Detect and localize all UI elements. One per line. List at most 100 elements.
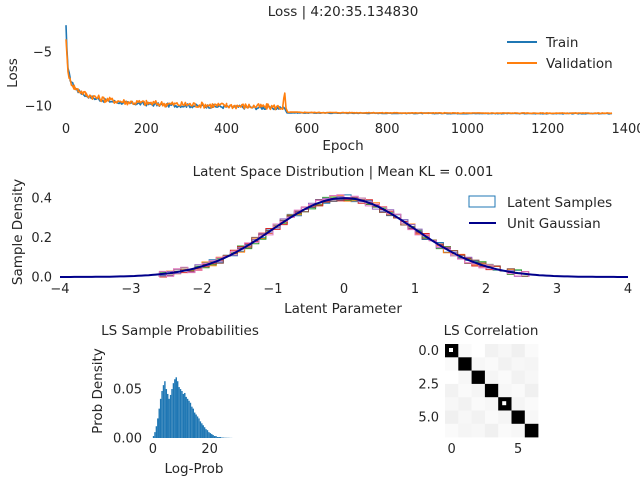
histogram-bar <box>198 418 200 438</box>
histogram-bar <box>162 385 165 438</box>
heatmap-cell <box>445 357 459 371</box>
histogram-bar <box>213 436 216 438</box>
chart-title: Loss | 4:20:35.134830 <box>268 4 419 20</box>
heatmap-cell <box>524 383 539 398</box>
histogram-bar <box>152 436 155 438</box>
y-tick-label: 0.0 <box>418 344 439 359</box>
heatmap-cell <box>511 344 526 358</box>
loss-chart: Loss | 4:20:35.134830 Loss Epoch 0 200 400… <box>5 4 640 154</box>
heatmap-cell <box>445 423 459 438</box>
histogram-bar <box>206 430 209 438</box>
x-tick-label: 2 <box>482 282 490 297</box>
heatmap-cell <box>484 370 499 385</box>
tick-labels: 0 5 0.0 2.5 5.0 <box>418 344 522 457</box>
heatmap-cell <box>524 423 539 438</box>
y-axis-label: Loss <box>5 58 21 88</box>
tick-labels: −4 −3 −2 −1 0 1 2 3 4 0.0 0.2 0.4 <box>31 191 632 297</box>
correlation-heatmap: LS Correlation 0 5 0.0 2.5 5.0 <box>418 323 538 457</box>
x-tick-label: −2 <box>192 282 211 297</box>
histogram-bar <box>169 394 172 438</box>
heatmap-cell <box>524 344 539 358</box>
histogram-bar <box>192 408 194 438</box>
x-tick-label: 600 <box>294 122 319 137</box>
histogram-bar <box>194 412 196 438</box>
histogram-bar <box>211 434 213 438</box>
heatmap-cells <box>445 344 539 438</box>
legend: Latent Samples Unit Gaussian <box>468 195 612 232</box>
y-tick-label: −5 <box>33 46 52 61</box>
heatmap-cell <box>471 397 486 411</box>
x-tick-label: 3 <box>553 282 561 297</box>
heatmap-cell <box>458 410 472 425</box>
heatmap-cell <box>524 410 539 425</box>
histogram-bar <box>172 383 175 438</box>
gaussian-curve <box>60 197 628 278</box>
histogram-bar <box>219 437 221 438</box>
x-tick-label: 0 <box>149 442 157 457</box>
heatmap-cell <box>484 410 499 425</box>
heatmap-cell <box>484 344 499 358</box>
histogram-bar <box>216 437 219 438</box>
legend-label-validation: Validation <box>546 56 613 72</box>
x-tick-label: 1400 <box>611 122 640 137</box>
sample-probabilities-chart: LS Sample Probabilities Prob Density Log… <box>90 323 259 477</box>
legend-swatch-latent-samples <box>468 195 496 208</box>
heatmap-cell <box>511 370 526 385</box>
heatmap-cell-detail <box>502 401 507 406</box>
heatmap-cell <box>484 383 499 398</box>
histogram-bar <box>199 421 202 438</box>
y-tick-label: 0.00 <box>113 432 142 447</box>
histogram-bar <box>165 389 168 438</box>
histogram-bar <box>185 396 187 438</box>
x-tick-label: 0 <box>340 282 348 297</box>
latent-histograms <box>158 194 530 278</box>
histogram-bar <box>209 433 212 438</box>
tick-labels: 0 20 0.00 0.05 <box>113 383 218 457</box>
y-tick-label: 0.0 <box>31 271 52 286</box>
legend-label-latent-samples: Latent Samples <box>507 195 612 211</box>
histogram-bar <box>195 414 197 438</box>
y-tick-label: 5.0 <box>418 411 439 426</box>
histogram-bar <box>202 425 204 438</box>
heatmap-cell <box>471 383 486 398</box>
series-line-train <box>65 25 613 115</box>
heatmap-cell <box>524 370 539 385</box>
y-tick-label: −10 <box>25 100 52 115</box>
y-axis-label: Prob Density <box>90 348 106 434</box>
histogram-bar <box>181 391 183 438</box>
heatmap-cell <box>498 383 512 398</box>
heatmap-cell <box>458 383 472 398</box>
histogram-bar <box>159 398 162 438</box>
histogram-bar <box>188 400 190 438</box>
heatmap-cell <box>524 357 539 371</box>
x-tick-label: 1200 <box>531 122 564 137</box>
heatmap-cell <box>445 397 459 411</box>
heatmap-cell <box>458 423 472 438</box>
heatmap-cell <box>471 357 486 371</box>
histogram-bars <box>152 377 233 438</box>
histogram-bar <box>154 432 156 438</box>
x-tick-label: 200 <box>134 122 159 137</box>
histogram-bar <box>184 392 186 438</box>
histogram-bar <box>201 423 203 438</box>
y-tick-label: 0.05 <box>113 383 142 398</box>
series-lines <box>65 25 613 115</box>
heatmap-cell <box>498 344 512 358</box>
heatmap-cell <box>511 423 526 438</box>
histogram-bar <box>189 402 192 438</box>
y-tick-label: 2.5 <box>418 377 439 392</box>
histogram-bar <box>208 432 210 438</box>
histogram-bar <box>196 416 199 438</box>
x-tick-label: −3 <box>121 282 140 297</box>
histogram-bar <box>179 389 182 438</box>
histogram-bar <box>182 393 185 438</box>
heatmap-cell <box>498 357 512 371</box>
chart-title: LS Sample Probabilities <box>101 323 259 339</box>
heatmap-cell <box>458 370 472 385</box>
x-tick-label: 1 <box>411 282 419 297</box>
x-tick-label: −1 <box>263 282 282 297</box>
heatmap-cell <box>471 410 486 425</box>
legend: Train Validation <box>507 35 613 72</box>
x-axis-label: Log-Prob <box>165 461 224 477</box>
